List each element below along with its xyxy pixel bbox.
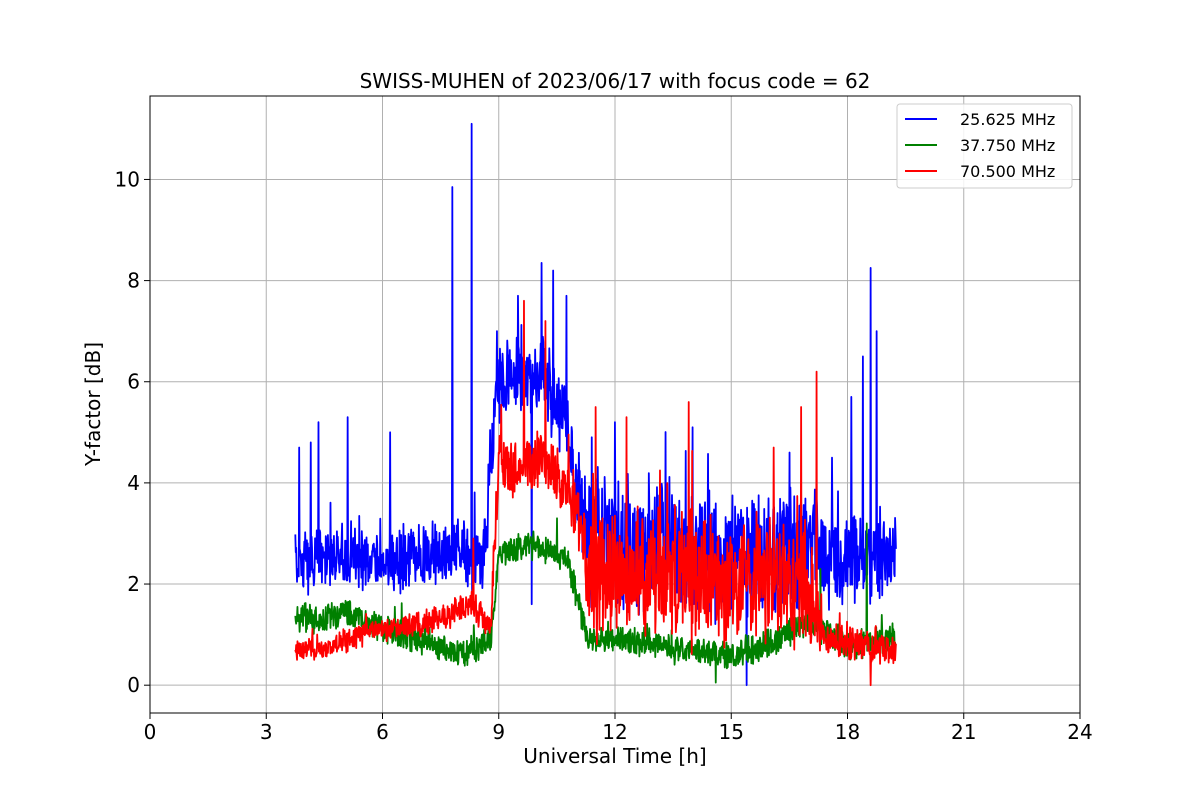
legend: 25.625 MHz 37.750 MHz 70.500 MHz — [896, 103, 1073, 189]
y-tick-label: 4 — [127, 471, 140, 495]
y-axis-label: Y-factor [dB] — [81, 342, 105, 467]
x-tick-label: 21 — [951, 720, 976, 744]
y-tick-label: 8 — [127, 269, 140, 293]
x-tick-label: 18 — [835, 720, 860, 744]
legend-label: 37.750 MHz — [960, 136, 1055, 155]
x-tick-label: 12 — [602, 720, 627, 744]
x-tick-label: 0 — [144, 720, 157, 744]
x-axis-label: Universal Time [h] — [523, 744, 706, 768]
x-tick-label: 9 — [492, 720, 505, 744]
x-tick-label: 15 — [719, 720, 744, 744]
series-layer — [294, 122, 897, 687]
chart-title: SWISS-MUHEN of 2023/06/17 with focus cod… — [360, 69, 871, 93]
x-tick-label: 3 — [260, 720, 273, 744]
series-line-3 — [294, 299, 897, 687]
legend-box — [896, 103, 1073, 189]
legend-label: 70.500 MHz — [960, 162, 1055, 181]
x-tick-label: 6 — [376, 720, 389, 744]
y-tick-label: 0 — [127, 673, 140, 697]
y-tick-label: 2 — [127, 572, 140, 596]
y-tick-label: 10 — [115, 167, 140, 191]
legend-label: 25.625 MHz — [960, 110, 1055, 129]
y-tick-label: 6 — [127, 370, 140, 394]
x-tick-label: 24 — [1067, 720, 1092, 744]
